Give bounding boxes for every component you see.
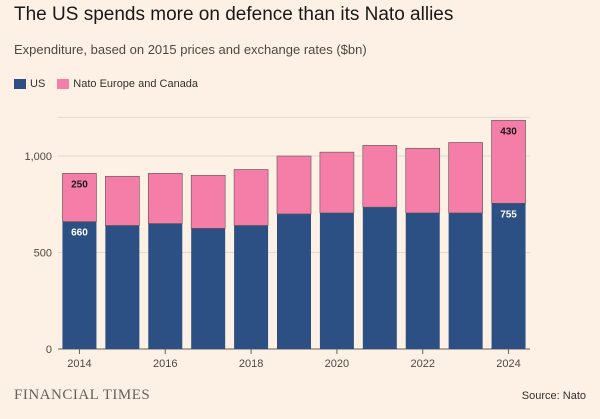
x-tick-label: 2014	[67, 358, 91, 370]
bar-allies-2019	[276, 155, 312, 215]
bar-allies-2015	[105, 175, 140, 226]
y-tick-label: 500	[34, 248, 52, 260]
bar-allies-2014	[62, 173, 97, 222]
x-tick-label: 2024	[496, 358, 520, 370]
y-tick-label: 1,000	[24, 151, 52, 163]
bar-allies-2020	[319, 151, 355, 214]
x-tick-label: 2022	[410, 358, 434, 370]
data-label: 250	[71, 179, 88, 190]
x-tick-label: 2018	[239, 358, 263, 370]
legend-label-us: US	[30, 78, 46, 90]
legend-swatch-us	[14, 79, 26, 89]
bar-allies-2023	[448, 142, 483, 214]
bar-allies-2017	[190, 175, 226, 229]
bar-us-2017	[191, 228, 226, 349]
bar-us-2024	[491, 203, 526, 349]
bar-us-2016	[148, 223, 183, 349]
legend: US Nato Europe and Canada	[14, 78, 210, 90]
x-tick-label: 2020	[325, 358, 349, 370]
bar-allies-2022	[405, 147, 441, 214]
bar-allies-2018	[233, 169, 269, 226]
bar-us-2021	[362, 207, 397, 349]
bar-us-2019	[277, 213, 311, 349]
source-note: Source: Nato	[521, 390, 586, 402]
bar-us-2020	[319, 212, 354, 349]
y-tick-label: 0	[46, 344, 52, 356]
bar-allies-2024	[491, 119, 526, 204]
data-label: 430	[500, 126, 517, 137]
x-tick-label: 2016	[153, 358, 177, 370]
bar-us-2022	[405, 212, 440, 349]
chart-title: The US spends more on defence than its N…	[14, 4, 454, 25]
bar-allies-2021	[362, 145, 398, 208]
data-label: 660	[71, 228, 88, 239]
publisher-logo: FINANCIAL TIMES	[14, 387, 151, 403]
bar-us-2015	[105, 225, 140, 349]
bar-us-2023	[448, 212, 483, 349]
data-label: 755	[500, 209, 517, 220]
bar-us-2014	[62, 221, 97, 349]
legend-item-us: US	[14, 78, 45, 90]
legend-swatch-allies	[57, 79, 70, 89]
chart-subtitle: Expenditure, based on 2015 prices and ex…	[14, 42, 367, 57]
legend-item-allies: Nato Europe and Canada	[57, 78, 198, 90]
bar-us-2018	[234, 225, 269, 349]
legend-label-allies: Nato Europe and Canada	[73, 78, 199, 90]
bar-allies-2016	[147, 173, 183, 224]
